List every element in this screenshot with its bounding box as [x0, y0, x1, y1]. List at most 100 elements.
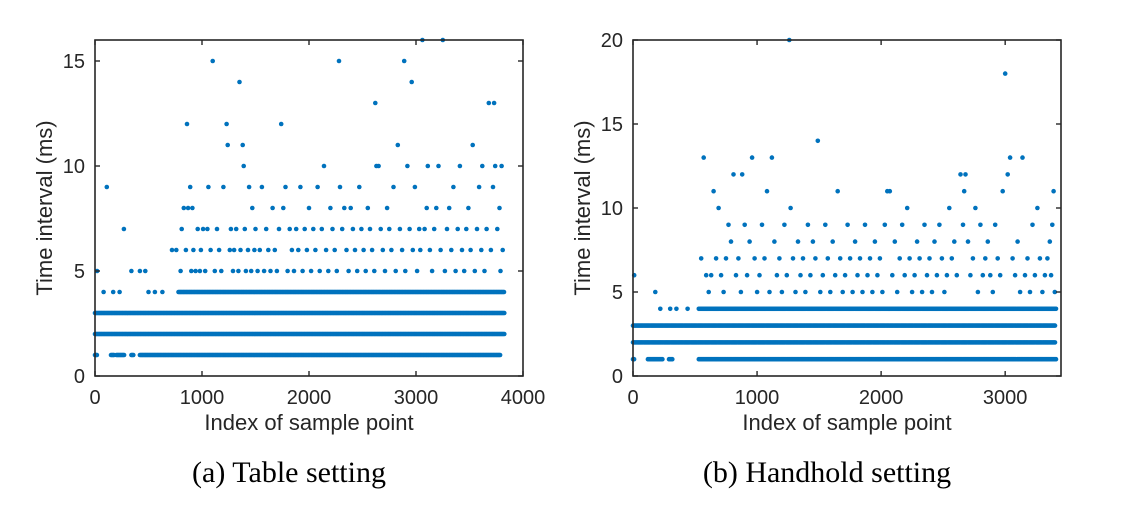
data-point [391, 184, 396, 190]
data-point [453, 268, 458, 274]
data-point [880, 289, 885, 295]
data-point [243, 268, 249, 274]
data-point [268, 268, 273, 274]
data-point [238, 247, 243, 253]
data-point [1035, 205, 1040, 211]
data-point [257, 247, 263, 253]
y-tick-label: 5 [74, 261, 85, 283]
data-point [278, 121, 284, 127]
data-point [352, 247, 358, 253]
data-point [449, 247, 454, 253]
y-tick-label: 10 [63, 156, 85, 178]
y-tick-label: 10 [601, 198, 623, 220]
data-point [304, 247, 310, 253]
data-point [183, 247, 189, 253]
data-point [321, 163, 327, 169]
data-point [1052, 289, 1058, 295]
data-point [882, 222, 888, 228]
x-tick-label: 2000 [287, 387, 332, 409]
data-point [482, 268, 487, 274]
data-point [206, 184, 211, 190]
y-tick-label: 15 [63, 51, 85, 73]
data-point [409, 79, 415, 85]
data-point [296, 247, 301, 253]
x-tick-label: 1000 [735, 387, 780, 409]
panel-handhold-setting: 0 1000 2000 3000 0 5 10 15 20 Index of sample po… [570, 30, 1062, 489]
data-point [653, 289, 658, 295]
data-point [464, 226, 469, 232]
data-point [1007, 155, 1013, 160]
data-point [438, 247, 443, 253]
data-point [764, 188, 770, 194]
data-point [193, 268, 198, 274]
ticks-table-setting: 0 1000 2000 3000 4000 0 5 10 15 [63, 40, 545, 409]
data-point [674, 306, 679, 312]
data-point [285, 268, 290, 274]
data-point [828, 289, 833, 295]
data-point [429, 268, 435, 274]
data-point [263, 226, 269, 232]
data-point [815, 138, 821, 144]
data-point [224, 121, 229, 127]
data-point [904, 205, 910, 211]
data-point [963, 172, 968, 177]
y-axis-title-table-setting: Time interval (ms) [32, 120, 57, 295]
data-point [762, 256, 767, 261]
data-point [997, 272, 1003, 278]
data-point [1042, 272, 1048, 278]
data-point [336, 58, 342, 64]
data-point [784, 272, 790, 278]
data-point [788, 205, 793, 211]
data-point [359, 226, 364, 232]
caption-table-setting: (a) Table setting [192, 456, 386, 489]
data-point [1012, 272, 1018, 278]
data-point [121, 352, 127, 358]
data-point [367, 226, 373, 232]
data-point [718, 272, 724, 278]
data-point [490, 184, 496, 190]
data-point [214, 226, 220, 232]
data-point [373, 100, 378, 106]
data-point [255, 268, 260, 274]
data-point [195, 226, 200, 232]
data-point [425, 163, 431, 169]
data-point [306, 205, 312, 211]
data-point [892, 239, 898, 244]
data-point [308, 268, 314, 274]
data-point [210, 58, 215, 64]
data-point [405, 163, 410, 169]
data-point [484, 226, 489, 232]
x-axis-title-table-setting: Index of sample point [204, 410, 413, 435]
data-point [491, 100, 497, 106]
data-point [990, 289, 996, 295]
data-point [1002, 71, 1008, 76]
data-point [1017, 289, 1023, 295]
data-point [289, 247, 295, 253]
data-point [1050, 222, 1055, 228]
data-point [121, 226, 127, 232]
data-point [1037, 256, 1043, 261]
data-point [101, 289, 106, 295]
data-point [860, 289, 865, 295]
data-point [293, 226, 299, 232]
data-point [395, 142, 401, 148]
data-point [372, 268, 377, 274]
data-point [287, 226, 293, 232]
data-point [339, 226, 345, 232]
data-point [219, 268, 224, 274]
x-axis-title-handhold-setting: Index of sample point [742, 410, 951, 435]
data-point [726, 222, 731, 228]
data-point [767, 289, 772, 295]
data-point [708, 272, 714, 278]
data-point [319, 226, 325, 232]
data-point [736, 256, 741, 261]
data-point [840, 289, 845, 295]
data-point [424, 205, 430, 211]
data-point [326, 268, 331, 274]
data-point [790, 256, 796, 261]
data-point [894, 289, 900, 295]
y-axis-title-handhold-setting: Time interval (ms) [570, 120, 595, 295]
data-point [929, 289, 935, 295]
